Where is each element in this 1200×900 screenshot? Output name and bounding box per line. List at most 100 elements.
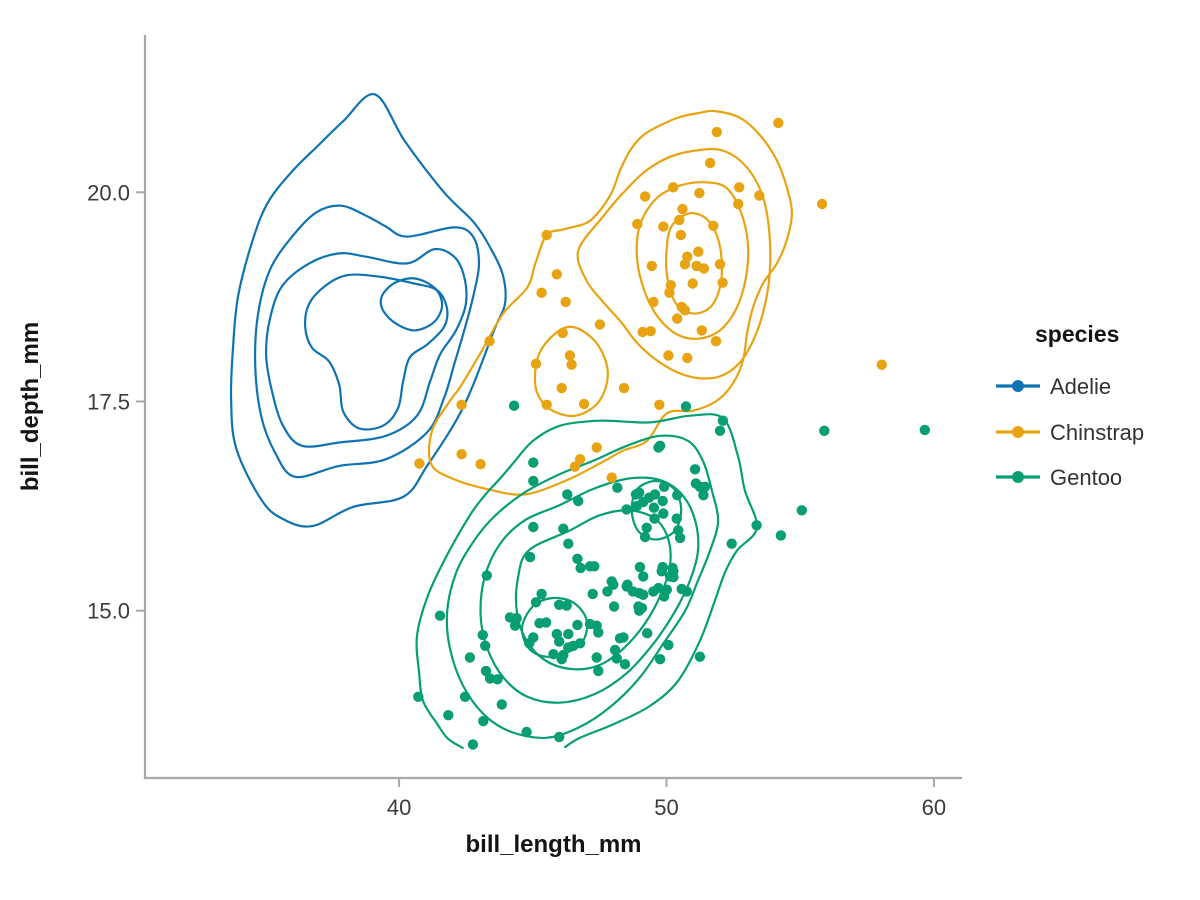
data-point [541,229,552,241]
data-point [477,629,488,641]
contour-line [576,147,772,380]
axes: 40 50 60 15.0 17.5 20.0 bill_length_mm bill_dep… [17,35,962,858]
data-point [618,382,630,394]
data-point [575,562,586,574]
data-point [612,482,623,493]
data-point [564,350,576,361]
data-point [639,191,651,202]
data-point [594,319,606,330]
data-point [649,489,661,500]
data-point [508,400,520,411]
data-point [413,691,424,702]
legend-title: species [1035,321,1119,347]
data-point [524,638,535,649]
data-point [634,561,646,573]
legend-key-dot [1012,471,1024,483]
data-point [661,584,672,595]
data-point [593,665,604,677]
data-point [693,246,704,257]
data-point [558,523,569,534]
data-point [641,522,652,533]
data-point [653,582,664,594]
data-point [672,490,683,501]
x-tick-label: 60 [922,795,946,820]
data-point [696,325,707,336]
legend-label: Gentoo [1050,465,1122,490]
data-point [587,588,598,600]
data-point [562,489,573,500]
data-point [714,259,726,270]
data-point [536,588,547,600]
data-point [464,652,476,663]
data-point [734,182,745,193]
data-point [434,610,446,621]
data-point [658,508,669,519]
x-axis-title: bill_length_mm [465,831,641,858]
scatter-points-chinstrap [414,117,887,483]
data-point [648,296,659,308]
data-point [751,520,762,531]
density-contours-adelie [229,93,507,528]
data-point [606,576,617,587]
legend-item-gentoo: Gentoo [996,465,1122,490]
legend-label: Adelie [1050,374,1111,399]
scatter-points-gentoo [413,400,930,750]
data-point [608,601,620,612]
data-point [639,531,651,543]
data-point [668,182,679,193]
data-point [611,653,622,664]
data-point [664,287,675,298]
contour-line [379,277,444,332]
data-point [682,352,693,364]
data-point [698,263,710,274]
data-point [443,710,454,721]
data-point [653,442,664,453]
y-tick-label: 17.5 [87,390,130,415]
data-point [708,220,719,231]
data-point [631,500,642,512]
data-point [572,619,583,631]
data-point [687,278,698,289]
data-point [528,475,539,487]
data-point [773,117,784,129]
data-point [637,326,648,338]
legend-key-dot [1012,426,1024,438]
data-point [717,415,729,426]
data-point [484,336,495,347]
contour-line [253,204,481,479]
data-point [484,673,496,684]
data-point [646,260,657,272]
data-point [674,532,686,544]
y-tick-label: 15.0 [87,599,130,624]
data-point [632,218,643,230]
data-point [672,313,683,324]
data-point [591,442,602,453]
data-point [456,399,467,410]
contour-line [427,109,793,496]
data-point [478,715,489,727]
data-point [475,459,486,470]
data-point [540,617,552,628]
data-point [679,305,691,316]
data-point [642,628,653,639]
data-point [566,359,577,370]
data-point [609,644,621,656]
legend-item-adelie: Adelie [996,374,1111,399]
data-point [548,649,559,660]
data-point [711,126,722,138]
data-point [680,401,692,412]
data-point [456,449,467,460]
data-point [621,581,632,592]
data-point [675,229,687,241]
data-point [467,739,479,750]
data-point [638,571,649,582]
data-point [654,399,665,410]
data-point [530,358,542,369]
data-point [657,495,668,507]
data-point [699,481,711,492]
legend-label: Chinstrap [1050,420,1144,445]
data-point [648,502,660,513]
data-point [668,566,679,577]
data-point [919,424,930,436]
